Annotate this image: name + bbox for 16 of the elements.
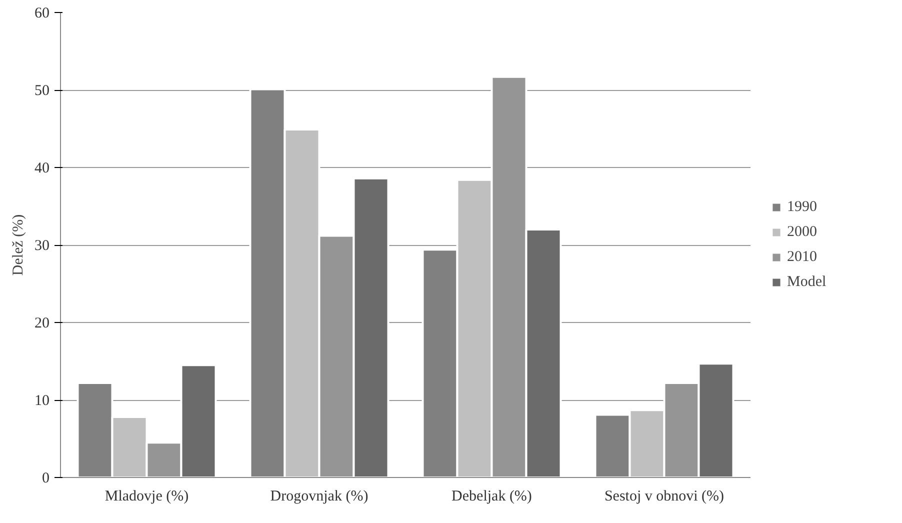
x-tick-label: Mladovje (%) xyxy=(104,488,189,504)
legend-label: 2000 xyxy=(787,224,817,240)
x-tick-label: Drogovnjak (%) xyxy=(270,488,368,504)
legend-label: 2010 xyxy=(787,248,817,266)
legend-label: Model xyxy=(787,274,826,290)
y-tick-label: 0 xyxy=(42,470,50,486)
y-tick-label: 10 xyxy=(34,393,50,409)
x-tick-label: Debeljak (%) xyxy=(452,488,532,504)
legend-label: 1990 xyxy=(787,198,817,216)
y-tick-label: 40 xyxy=(34,160,50,176)
y-tick-label: 20 xyxy=(34,316,50,332)
x-tick-label: Sestoj v obnovi (%) xyxy=(604,488,724,504)
y-tick-label: 60 xyxy=(34,6,50,22)
y-axis-title: Delež (%) xyxy=(10,214,26,276)
y-tick-label: 30 xyxy=(34,238,50,254)
y-tick-label: 50 xyxy=(34,83,50,99)
